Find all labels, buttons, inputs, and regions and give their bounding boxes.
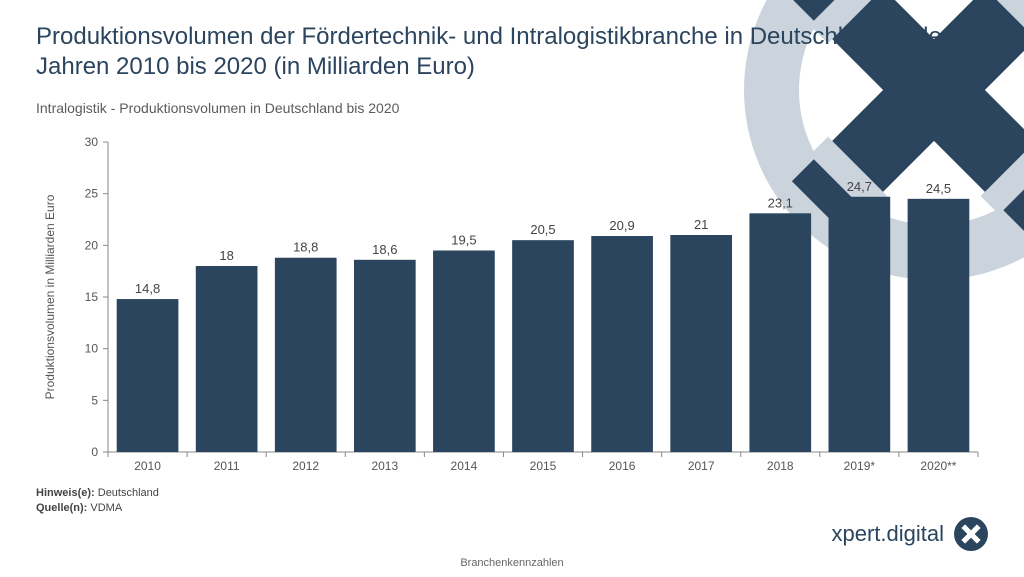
svg-text:Produktionsvolumen in Milliard: Produktionsvolumen in Milliarden Euro (43, 194, 57, 399)
bar (354, 260, 416, 452)
x-tick-label: 2015 (530, 459, 557, 473)
bar-value-label: 20,9 (609, 218, 634, 233)
x-tick-label: 2011 (214, 459, 240, 473)
x-tick-label: 2013 (371, 459, 398, 473)
svg-text:0: 0 (91, 445, 98, 459)
brand-name: xpert.digital (831, 521, 944, 547)
footnote-source-text: VDMA (90, 502, 122, 514)
x-tick-label: 2012 (292, 459, 319, 473)
footnote-note-label: Hinweis(e): (36, 487, 95, 499)
x-tick-label: 2019* (844, 459, 876, 473)
x-tick-label: 2016 (609, 459, 636, 473)
x-tick-label: 2018 (767, 459, 794, 473)
bar-chart-svg: 0 5 10 15 20 25 30 Produktionsvolumen in Millia… (36, 122, 988, 482)
bar (829, 197, 891, 452)
bar (512, 240, 574, 452)
svg-text:30: 30 (85, 135, 99, 149)
bar (275, 258, 337, 452)
bar-value-label: 19,5 (451, 233, 476, 248)
bar-value-label: 18,8 (293, 240, 318, 255)
bar-value-label: 23,1 (768, 195, 793, 210)
bar (908, 199, 970, 452)
bar-value-label: 18,6 (372, 242, 397, 257)
svg-text:25: 25 (85, 187, 99, 201)
x-tick-label: 2017 (688, 459, 715, 473)
svg-text:20: 20 (85, 238, 99, 252)
chart-title: Produktionsvolumen der Fördertechnik- un… (36, 22, 956, 82)
bar (117, 299, 179, 452)
bottom-caption: Branchenkennzahlen (0, 557, 1024, 569)
chart-footnotes: Hinweis(e): Deutschland Quelle(n): VDMA (36, 486, 988, 517)
bar-value-label: 24,5 (926, 181, 951, 196)
chart-subtitle: Intralogistik - Produktionsvolumen in De… (36, 100, 988, 116)
bar (196, 266, 258, 452)
x-tick-label: 2010 (134, 459, 161, 473)
svg-text:15: 15 (85, 290, 99, 304)
bar-value-label: 14,8 (135, 281, 160, 296)
bar-value-label: 20,5 (530, 222, 555, 237)
bar-value-label: 21 (694, 217, 708, 232)
footnote-note-text: Deutschland (98, 487, 159, 499)
footnote-source-label: Quelle(n): (36, 502, 87, 514)
bar-value-label: 18 (219, 248, 233, 263)
bar (749, 213, 811, 452)
svg-text:5: 5 (91, 393, 98, 407)
bar (670, 235, 732, 452)
bar-value-label: 24,7 (847, 179, 872, 194)
bar-chart: 0 5 10 15 20 25 30 Produktionsvolumen in Millia… (36, 122, 988, 482)
bar (433, 251, 495, 453)
x-tick-label: 2014 (451, 459, 478, 473)
bar (591, 236, 653, 452)
brand-mark: xpert.digital (831, 517, 988, 551)
svg-text:10: 10 (85, 342, 99, 356)
brand-icon (954, 517, 988, 551)
x-tick-label: 2020** (920, 459, 956, 473)
